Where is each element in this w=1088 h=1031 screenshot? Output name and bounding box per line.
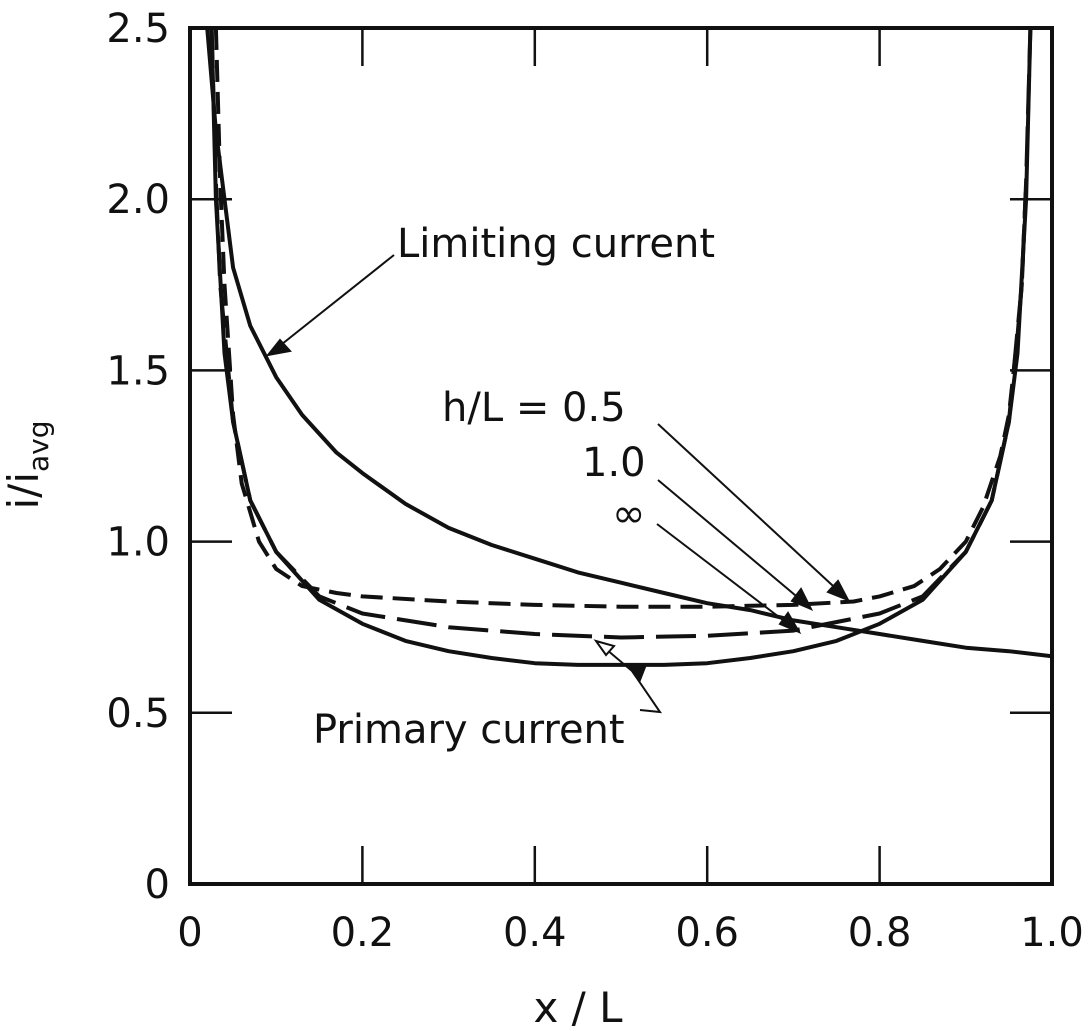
x-tick-label: 0 (177, 910, 202, 956)
primary-arrowhead-1 (593, 639, 616, 657)
h10-arrowhead (790, 587, 814, 611)
primary-current-label: Primary current (313, 707, 625, 753)
h-05-label: h/L = 0.5 (442, 385, 626, 431)
h10-arrow (657, 479, 809, 607)
y-tick-label: 2.0 (106, 177, 170, 223)
x-tick-label: 0.2 (331, 910, 395, 956)
y-tick-label: 2.5 (106, 6, 170, 52)
h05-arrow (657, 423, 846, 598)
primary-arrow (599, 643, 663, 714)
svg-text:i/iavg: i/iavg (0, 420, 55, 509)
h05-arrowhead (826, 579, 851, 602)
y-tick-label: 0.5 (106, 691, 170, 737)
series-layer (205, 28, 1052, 667)
annotation-arrows (265, 254, 851, 714)
y-axis-label: i/i (0, 472, 48, 510)
y-axis-label-subscript: avg (22, 420, 55, 472)
x-tick-label: 0.4 (503, 910, 567, 956)
y-tick-label: 1.5 (106, 348, 170, 394)
series-line-2 (209, 28, 1033, 667)
y-axis-label-group: i/iavg (0, 420, 55, 509)
axes: 0 0.2 0.4 0.6 0.8 1.0 0 0.5 1.0 1.5 2.0 2.5 (106, 6, 1083, 956)
x-tick-label: 1.0 (1020, 910, 1084, 956)
h-inf-label: ∞ (612, 491, 645, 537)
hinf-arrowhead (778, 611, 802, 635)
hinf-arrow (656, 523, 797, 631)
x-tick-label: 0.6 (675, 910, 739, 956)
limiting-arrow (271, 254, 395, 353)
y-tick-label: 0 (145, 862, 170, 908)
h-10-label: 1.0 (582, 440, 646, 486)
series-line-3 (213, 28, 1029, 609)
x-axis-label: x / L (533, 983, 623, 1031)
limiting-arrowhead (265, 338, 292, 357)
x-tick-label: 0.8 (848, 910, 912, 956)
plot-frame (188, 26, 1054, 886)
y-tick-label: 1.0 (106, 520, 170, 566)
limiting-current-label: Limiting current (397, 221, 715, 267)
series-line-1 (205, 28, 1052, 659)
primary-arrowhead-2 (625, 664, 647, 682)
series-line-4 (209, 28, 1033, 640)
